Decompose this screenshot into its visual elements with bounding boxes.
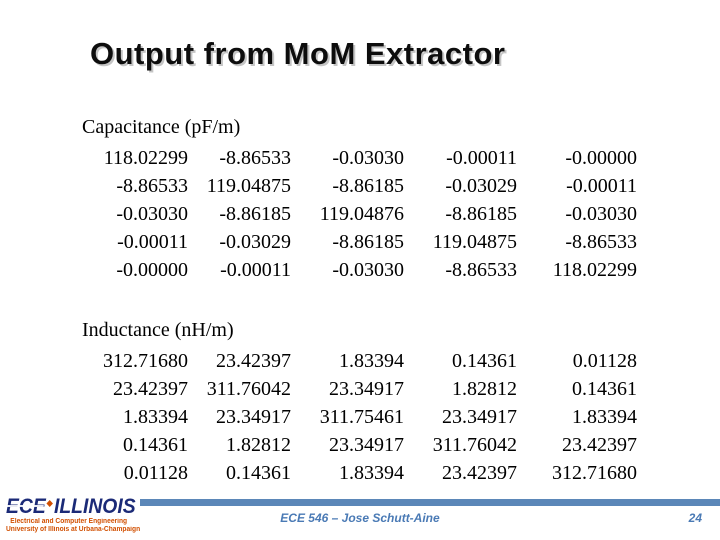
matrix-cell: 0.14361 (226, 462, 291, 484)
logo-subtitle-line1: Electrical and Computer Engineering (10, 518, 128, 525)
matrix-cell: 1.83394 (339, 462, 404, 484)
matrix-cell: 23.34917 (329, 378, 404, 400)
matrix-row: 0.14361 1.82812 23.34917 311.76042 23.42397 (82, 431, 637, 459)
matrix-cell: 0.01128 (123, 462, 188, 484)
matrix-cell: 311.75461 (319, 406, 404, 428)
matrix-row: 312.71680 23.42397 1.83394 0.14361 0.01128 (82, 347, 637, 375)
matrix-cell: -0.03029 (219, 231, 291, 253)
matrix-cell: -8.86533 (565, 231, 637, 253)
inductance-section: Inductance (nH/m) 312.71680 23.42397 1.833… (82, 315, 642, 487)
matrix-cell: -0.03029 (445, 175, 517, 197)
capacitance-label: Capacitance (pF/m) (82, 116, 241, 138)
matrix-cell: 23.42397 (562, 434, 637, 456)
matrix-cell: -8.86185 (445, 203, 517, 225)
matrix-cell: -8.86533 (116, 175, 188, 197)
matrix-cell: -0.00000 (565, 147, 637, 169)
inductance-matrix: 312.71680 23.42397 1.83394 0.14361 0.01128 23… (82, 347, 637, 487)
matrix-cell: 0.14361 (452, 350, 517, 372)
matrix-row: 1.83394 23.34917 311.75461 23.34917 1.83394 (82, 403, 637, 431)
matrix-cell: 23.42397 (216, 350, 291, 372)
matrix-cell: 312.71680 (103, 350, 188, 372)
footer-divider (140, 499, 720, 506)
matrix-cell: 0.14361 (123, 434, 188, 456)
capacitance-section: Capacitance (pF/m) 118.02299 -8.86533 -0.0… (82, 112, 642, 284)
footer-course-text: ECE 546 – Jose Schutt-Aine (280, 511, 440, 525)
matrix-row: -0.00000 -0.00011 -0.03030 -8.86533 118.0229… (82, 256, 637, 284)
matrix-cell: 23.42397 (113, 378, 188, 400)
matrix-cell: -8.86533 (219, 147, 291, 169)
matrix-cell: 0.14361 (572, 378, 637, 400)
matrix-cell: 1.83394 (572, 406, 637, 428)
matrix-cell: -0.00011 (566, 175, 637, 197)
matrix-cell: -8.86185 (332, 231, 404, 253)
matrix-cell: 23.34917 (442, 406, 517, 428)
slide-body: Capacitance (pF/m) 118.02299 -8.86533 -0.0… (82, 112, 642, 487)
matrix-cell: 312.71680 (552, 462, 637, 484)
matrix-cell: 1.82812 (452, 378, 517, 400)
matrix-row: 23.42397 311.76042 23.34917 1.82812 0.14361 (82, 375, 637, 403)
matrix-row: 118.02299 -8.86533 -0.03030 -0.00011 -0.0000… (82, 144, 637, 172)
matrix-cell: 119.04876 (319, 203, 404, 225)
page-number: 24 (688, 511, 702, 525)
matrix-cell: -8.86533 (445, 259, 517, 281)
matrix-row: -0.03030 -8.86185 119.04876 -8.86185 -0.0303… (82, 200, 637, 228)
matrix-cell: -0.00011 (446, 147, 517, 169)
matrix-cell: 118.02299 (103, 147, 188, 169)
matrix-cell: 118.02299 (552, 259, 637, 281)
matrix-cell: 1.83394 (339, 350, 404, 372)
matrix-cell: -0.03030 (332, 147, 404, 169)
logo-wordmark: ECE ILLINOIS (6, 495, 136, 518)
logo-ece-text: ECE (6, 495, 46, 518)
matrix-cell: 23.34917 (216, 406, 291, 428)
matrix-cell: 311.76042 (206, 378, 291, 400)
matrix-cell: -8.86185 (332, 175, 404, 197)
matrix-cell: -0.03030 (565, 203, 637, 225)
matrix-row: 0.01128 0.14361 1.83394 23.42397 312.71680 (82, 459, 637, 487)
logo-diamond-icon (46, 499, 54, 507)
matrix-cell: 1.83394 (123, 406, 188, 428)
ece-illinois-logo: ECE ILLINOIS Electrical and Computer Engi… (6, 495, 141, 534)
matrix-row: -8.86533 119.04875 -8.86185 -0.03029 -0.0001… (82, 172, 637, 200)
inductance-label: Inductance (nH/m) (82, 319, 234, 341)
matrix-cell: 0.01128 (572, 350, 637, 372)
slide-title: Output from MoM Extractor (90, 36, 506, 71)
matrix-cell: 1.82812 (226, 434, 291, 456)
matrix-cell: 23.34917 (329, 434, 404, 456)
matrix-cell: 311.76042 (432, 434, 517, 456)
matrix-cell: -0.00011 (117, 231, 188, 253)
matrix-cell: 119.04875 (206, 175, 291, 197)
matrix-cell: 23.42397 (442, 462, 517, 484)
matrix-cell: -8.86185 (219, 203, 291, 225)
logo-illinois-text: ILLINOIS (54, 495, 136, 518)
matrix-cell: -0.00000 (116, 259, 188, 281)
capacitance-matrix: 118.02299 -8.86533 -0.03030 -0.00011 -0.0000… (82, 144, 637, 284)
matrix-cell: 119.04875 (432, 231, 517, 253)
matrix-cell: -0.03030 (116, 203, 188, 225)
matrix-cell: -0.03030 (332, 259, 404, 281)
matrix-row: -0.00011 -0.03029 -8.86185 119.04875 -8.8653… (82, 228, 637, 256)
logo-subtitle-line2: University of Illinois at Urbana-Champai… (6, 526, 141, 533)
matrix-cell: -0.00011 (220, 259, 291, 281)
